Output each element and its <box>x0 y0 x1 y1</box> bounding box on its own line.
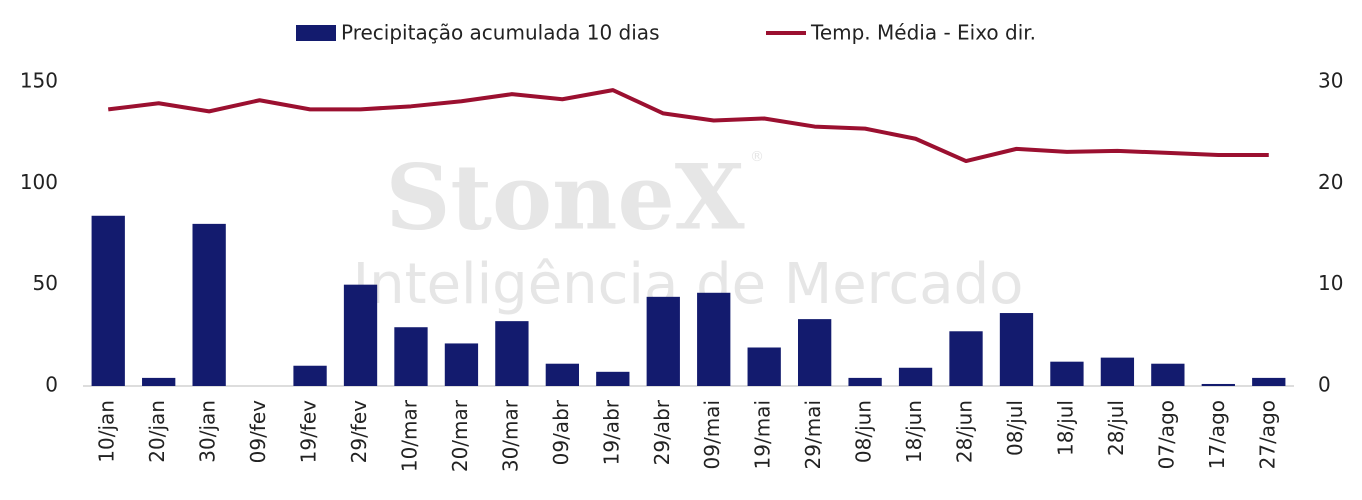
bar <box>797 319 832 386</box>
x-tick-label: 09/fev <box>246 400 270 464</box>
y-tick-label: 150 <box>20 69 58 93</box>
watermark-tagline: Inteligência de Mercado <box>353 252 1024 317</box>
x-tick-label: 17/ago <box>1205 400 1229 469</box>
x-tick-label: 20/mar <box>448 399 472 472</box>
x-tick-label: 09/mai <box>700 400 724 469</box>
x-tick-label: 30/mar <box>498 399 522 472</box>
y2-tick-label: 30 <box>1318 69 1343 93</box>
bar <box>343 284 378 386</box>
x-tick-label: 29/mai <box>801 400 825 469</box>
y2-tick-label: 20 <box>1318 170 1343 194</box>
bar <box>898 367 933 386</box>
x-tick-label: 07/ago <box>1154 400 1178 469</box>
bar <box>848 377 882 386</box>
x-tick-label: 30/jan <box>196 400 220 463</box>
bar <box>747 347 781 386</box>
x-tick-label: 19/fev <box>297 400 321 464</box>
x-tick-label: 19/abr <box>599 399 623 465</box>
legend-swatch <box>296 25 336 41</box>
bar <box>495 321 529 386</box>
watermark-mark: ® <box>750 149 764 165</box>
bar <box>999 313 1034 386</box>
bar <box>444 343 479 386</box>
x-tick-label: 08/jun <box>852 400 876 463</box>
x-tick-label: 29/fev <box>347 400 371 464</box>
bar <box>1151 363 1185 386</box>
bar <box>1201 383 1235 386</box>
line <box>107 88 1269 164</box>
bar <box>142 377 176 386</box>
bar <box>646 296 680 386</box>
bar <box>545 363 580 386</box>
y-tick-label: 0 <box>45 373 58 397</box>
bar <box>1100 357 1135 386</box>
x-tick-label: 20/jan <box>145 400 169 463</box>
bar <box>192 223 226 386</box>
y2-tick-label: 10 <box>1318 271 1343 295</box>
bar <box>697 292 731 386</box>
y-tick-label: 50 <box>33 271 58 295</box>
x-tick-label: 09/abr <box>549 399 573 465</box>
x-tick-label: 27/ago <box>1255 400 1279 469</box>
y-tick-label: 100 <box>20 170 58 194</box>
bar <box>91 215 125 386</box>
bar <box>394 327 428 386</box>
x-tick-label: 29/abr <box>650 399 674 465</box>
bar <box>293 365 327 386</box>
x-tick-label: 18/jun <box>902 400 926 463</box>
bar <box>596 371 630 386</box>
bar <box>1050 361 1084 386</box>
bar <box>1252 377 1286 386</box>
x-tick-label: 10/mar <box>397 399 421 472</box>
x-tick-label: 19/mai <box>751 400 775 469</box>
y2-tick-label: 0 <box>1318 373 1331 397</box>
x-tick-label: 18/jul <box>1053 400 1077 456</box>
x-tick-label: 28/jul <box>1104 400 1128 456</box>
bar <box>949 331 983 386</box>
x-tick-label: 10/jan <box>95 400 119 463</box>
legend-label: Temp. Média - Eixo dir. <box>810 21 1036 45</box>
watermark-brand: StoneX <box>385 145 744 251</box>
x-tick-label: 28/jun <box>953 400 977 463</box>
legend-label: Precipitação acumulada 10 dias <box>341 21 660 45</box>
x-tick-label: 08/jul <box>1003 400 1027 456</box>
